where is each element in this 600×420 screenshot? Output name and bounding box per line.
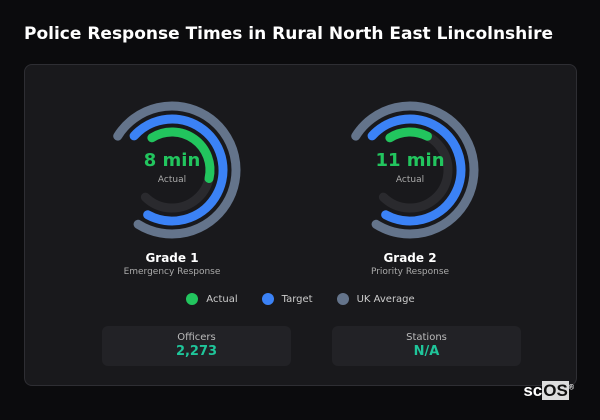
gauge-description: Priority Response — [370, 267, 450, 277]
uk-average-ring — [113, 101, 241, 239]
actual-ring — [147, 127, 215, 184]
dashboard-card: 8 min Actual Grade 1 Emergency Response … — [24, 64, 577, 386]
gauge-name: Grade 1 — [145, 251, 199, 265]
gauge-value: 8 min — [143, 150, 201, 171]
stat-value: 2,273 — [175, 344, 218, 359]
uk-average-dot-icon — [336, 293, 349, 305]
actual-ring — [385, 127, 432, 143]
actual-dot-icon — [186, 293, 199, 305]
uk-average-ring — [351, 101, 479, 239]
stat-value: N/A — [413, 344, 440, 359]
scos-logo: scOS® — [523, 381, 574, 400]
gauge-name: Grade 2 — [383, 251, 437, 265]
legend-item-target: Target — [261, 293, 313, 305]
stat-stations: Stations N/A — [332, 326, 521, 366]
gauge-sublabel: Actual — [395, 175, 425, 185]
stat-label: Officers — [177, 332, 216, 343]
stat-label: Stations — [406, 332, 447, 343]
legend: Actual Target UK Average — [25, 293, 576, 305]
gauge-rings — [113, 101, 241, 239]
legend-item-uk-average: UK Average — [336, 293, 415, 305]
target-ring — [129, 114, 228, 226]
stat-officers: Officers 2,273 — [102, 326, 291, 366]
target-ring — [367, 114, 466, 226]
legend-item-actual: Actual — [186, 293, 238, 305]
gauge-sublabel: Actual — [157, 175, 187, 185]
gauge-value: 11 min — [375, 150, 445, 171]
gauge-rings — [351, 101, 479, 239]
gauge-description: Emergency Response — [123, 267, 221, 277]
gauge-grade-1: 8 min Actual Grade 1 Emergency Response — [97, 95, 247, 277]
gauge-grade-2: 11 min Actual Grade 2 Priority Response — [335, 95, 485, 277]
target-dot-icon — [261, 293, 274, 305]
page-title: Police Response Times in Rural North Eas… — [24, 24, 554, 44]
